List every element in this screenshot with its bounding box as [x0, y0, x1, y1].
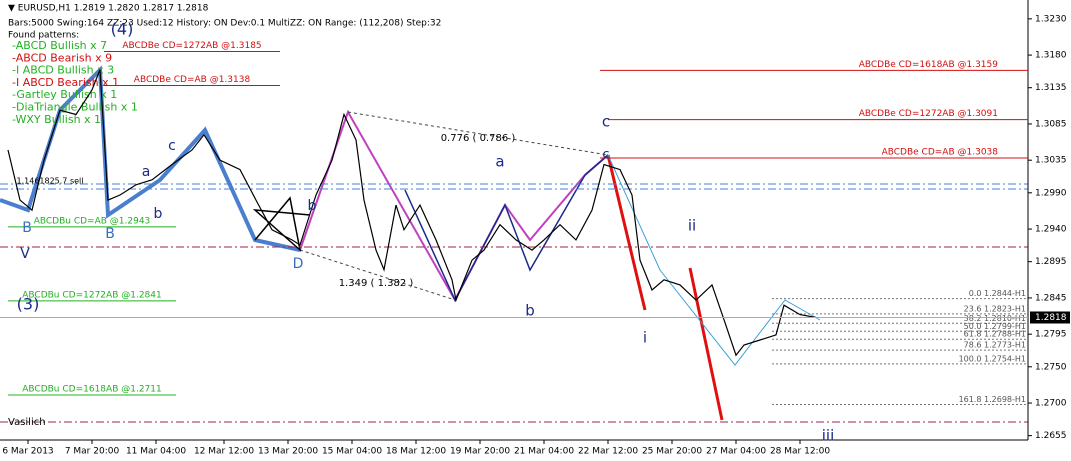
found-label: Found patterns: [8, 31, 79, 41]
current-price-label: 1.2818 [1035, 313, 1067, 323]
annotation: B [105, 226, 115, 242]
fib-label: 38.2 1.2810-H1 [964, 314, 1026, 323]
info-line: Bars:5000 Swing:164 ZZ:23 Used:12 Histor… [8, 19, 441, 29]
annotation: b [525, 302, 535, 320]
fib-label: 61.8 1.2788-H1 [964, 330, 1026, 339]
fib-label: 50.0 1.2799-H1 [964, 322, 1026, 331]
wave-line [606, 154, 647, 311]
annotation: i [643, 329, 647, 347]
pattern-lines [0, 65, 1028, 423]
current-price-box [1030, 311, 1070, 324]
x-tick-label: 7 Mar 20:00 [65, 447, 120, 457]
x-tick-label: 12 Mar 12:00 [194, 447, 254, 457]
y-tick-label: 1.3180 [1035, 51, 1067, 61]
y-tick-label: 1.3035 [1035, 156, 1067, 166]
zigzag [0, 65, 301, 252]
pattern-level-label: ABCDBu CD=1618AB @1.2711 [22, 385, 161, 395]
ratio-line [347, 111, 609, 156]
price-line [7, 69, 817, 357]
annotation: D [293, 256, 304, 272]
pattern-level-label: ABCDBe CD=AB @1.3138 [134, 75, 251, 85]
y-tick-label: 1.2750 [1035, 362, 1067, 372]
y-tick-label: 1.2655 [1035, 431, 1067, 441]
y-tick-label: 1.3135 [1035, 83, 1067, 93]
y-tick-label: 1.2990 [1035, 188, 1067, 198]
pattern-level-label: ABCDBu CD=AB @1.2943 [34, 216, 151, 226]
x-tick-label: 27 Mar 04:00 [706, 447, 766, 457]
pattern-line [404, 154, 609, 302]
y-tick-label: 1.2895 [1035, 257, 1067, 267]
y-tick-label: 1.3230 [1035, 14, 1067, 24]
pattern-level-label: ABCDBu CD=1272AB @1.2841 [22, 290, 161, 300]
pattern-level-label: ABCDBe CD=1272AB @1.3185 [122, 41, 261, 51]
annotation: iii [822, 427, 835, 445]
x-tick-label: 19 Mar 20:00 [450, 447, 510, 457]
annotation: 1.349 ( 1.382 ) [339, 278, 414, 289]
pattern-item: -I ABCD Bearish x 1 [12, 76, 119, 89]
x-tick-label: 22 Mar 12:00 [578, 447, 638, 457]
annotation: (3) [17, 295, 40, 314]
pattern-item: -ABCD Bullish x 7 [12, 39, 107, 52]
y-tick-label: 1.2940 [1035, 225, 1067, 235]
annotation: b [154, 206, 163, 222]
x-tick-label: 25 Mar 20:00 [642, 447, 702, 457]
annotation: Vasilich [8, 417, 46, 428]
x-tick-label: 21 Mar 04:00 [514, 447, 574, 457]
pattern-level-label: ABCDBe CD=AB @1.3038 [882, 148, 999, 158]
pattern-item: -DiaTriangle Bullish x 1 [12, 101, 138, 114]
annotation: c [602, 113, 610, 131]
fib-label: 23.6 1.2823-H1 [964, 304, 1026, 313]
fib-label: 100.0 1.2754-H1 [959, 354, 1026, 363]
y-tick-label: 1.2700 [1035, 399, 1067, 409]
annotation: 0.776 ( 0.786 ) [441, 133, 516, 144]
annotation: (4) [111, 20, 134, 39]
x-tick-label: 13 Mar 20:00 [258, 447, 318, 457]
annotation: 1.1461825.7 sell [17, 177, 84, 186]
annotation: ii [688, 217, 696, 235]
symbol-line: ▼ EURUSD,H1 1.2819 1.2820 1.2817 1.2818 [8, 4, 209, 14]
annotation: b [308, 198, 317, 214]
x-tick-label: 6 Mar 2013 [2, 447, 53, 457]
pattern-level-label: ABCDBe CD=1618AB @1.3159 [859, 60, 999, 70]
y-tick-label: 1.2795 [1035, 330, 1067, 340]
fib-label: 161.8 1.2698-H1 [959, 395, 1026, 404]
fib-label: 0.0 1.2844-H1 [969, 289, 1026, 298]
wave-line [688, 267, 724, 421]
annotation: c [168, 138, 176, 154]
annotation: a [142, 164, 151, 180]
annotation: V [20, 246, 30, 262]
x-tick-label: 15 Mar 04:00 [322, 447, 382, 457]
x-tick-label: 11 Mar 04:00 [126, 447, 186, 457]
x-tick-label: 28 Mar 12:00 [770, 447, 830, 457]
triangle [252, 196, 311, 253]
y-tick-label: 1.3085 [1035, 119, 1067, 129]
pattern-item: -ABCD Bearish x 9 [12, 51, 112, 64]
channel-line [607, 154, 821, 366]
pattern-item: -I ABCD Bullish x 3 [12, 64, 114, 77]
pattern-level-label: ABCDBe CD=1272AB @1.3091 [859, 109, 998, 119]
annotation: a [495, 153, 504, 171]
y-tick-label: 1.2845 [1035, 293, 1067, 303]
x-tick-label: 18 Mar 12:00 [386, 447, 446, 457]
fib-label: 78.6 1.2773-H1 [964, 341, 1026, 350]
annotation: c [602, 148, 609, 163]
annotation: B [22, 220, 32, 236]
